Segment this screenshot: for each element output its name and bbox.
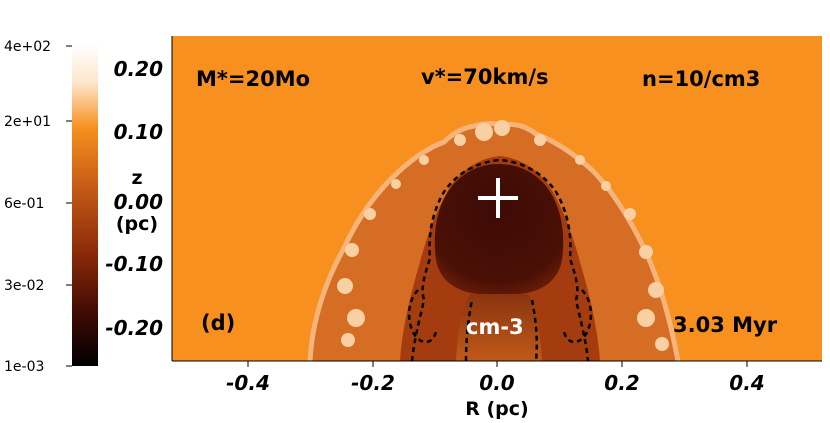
y-axis-label: z (131, 167, 142, 189)
y-tick-label: 0.00 (114, 190, 163, 214)
shell-knots (337, 120, 669, 351)
colorbar: 4e+02 2e+01 6e-01 3e-02 1e-03 (4, 39, 98, 375)
density-contour-right-loop (562, 289, 593, 344)
x-tick-label: 0.2 (604, 371, 639, 395)
x-axis-label: R (pc) (465, 398, 528, 420)
y-axis: 0.20 0.10 0.00 -0.10 -0.20 z (pc) (105, 57, 163, 340)
density-contour-left-loop (407, 289, 438, 344)
colorbar-tick-label: 3e-02 (4, 278, 44, 294)
stellar-velocity-label: v*=70km/s (421, 65, 549, 89)
y-tick-label: 0.20 (114, 57, 163, 81)
colorbar-tick-label: 4e+02 (4, 39, 51, 55)
y-tick-label: -0.20 (105, 316, 163, 340)
x-tick-label: -0.4 (226, 371, 270, 395)
density-unit-label: cm-3 (466, 315, 524, 339)
wind-cavity (434, 164, 564, 294)
stellar-mass-label: M*=20Mo (196, 67, 310, 91)
colorbar-tick-label: 2e+01 (4, 114, 51, 130)
bow-shock-rim (307, 121, 681, 361)
colorbar-tick-label: 1e-03 (4, 359, 44, 375)
density-map: M*=20Mo v*=70km/s n=10/cm3 (d) 3.03 Myr … (172, 36, 822, 361)
wake-stem (456, 294, 542, 361)
colorbar-gradient (72, 44, 98, 366)
density-contour-inner (464, 299, 539, 361)
ambient-density-label: n=10/cm3 (642, 67, 760, 91)
x-axis: -0.4 -0.2 0.0 0.2 0.4 R (pc) (226, 361, 765, 420)
colorbar-tick-label: 6e-01 (4, 196, 44, 212)
star-position-marker (478, 178, 518, 218)
x-tick-label: 0.0 (479, 371, 515, 395)
time-label: 3.03 Myr (673, 313, 778, 337)
y-tick-label: 0.10 (114, 120, 163, 144)
y-tick-label: -0.10 (105, 252, 163, 276)
x-tick-label: 0.4 (729, 371, 764, 395)
panel-label: (d) (201, 311, 235, 335)
x-tick-label: -0.2 (351, 371, 395, 395)
y-axis-unit: (pc) (116, 213, 158, 235)
